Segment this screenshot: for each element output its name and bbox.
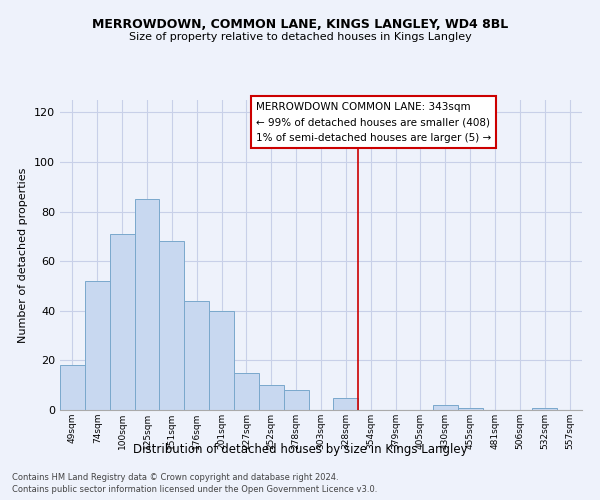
- Text: Contains public sector information licensed under the Open Government Licence v3: Contains public sector information licen…: [12, 485, 377, 494]
- Bar: [60, 366, 85, 410]
- Bar: [85, 281, 110, 410]
- Text: Size of property relative to detached houses in Kings Langley: Size of property relative to detached ho…: [128, 32, 472, 42]
- Bar: [334, 398, 358, 410]
- Bar: [134, 199, 160, 410]
- Bar: [234, 373, 259, 410]
- Bar: [184, 301, 209, 410]
- Bar: [433, 405, 458, 410]
- Text: MERROWDOWN COMMON LANE: 343sqm
← 99% of detached houses are smaller (408)
1% of : MERROWDOWN COMMON LANE: 343sqm ← 99% of …: [256, 102, 491, 143]
- Y-axis label: Number of detached properties: Number of detached properties: [19, 168, 28, 342]
- Bar: [284, 390, 308, 410]
- Bar: [160, 242, 184, 410]
- Text: MERROWDOWN, COMMON LANE, KINGS LANGLEY, WD4 8BL: MERROWDOWN, COMMON LANE, KINGS LANGLEY, …: [92, 18, 508, 30]
- Text: Distribution of detached houses by size in Kings Langley: Distribution of detached houses by size …: [133, 442, 467, 456]
- Bar: [209, 311, 234, 410]
- Text: Contains HM Land Registry data © Crown copyright and database right 2024.: Contains HM Land Registry data © Crown c…: [12, 472, 338, 482]
- Bar: [259, 385, 284, 410]
- Bar: [110, 234, 134, 410]
- Bar: [532, 408, 557, 410]
- Bar: [458, 408, 482, 410]
